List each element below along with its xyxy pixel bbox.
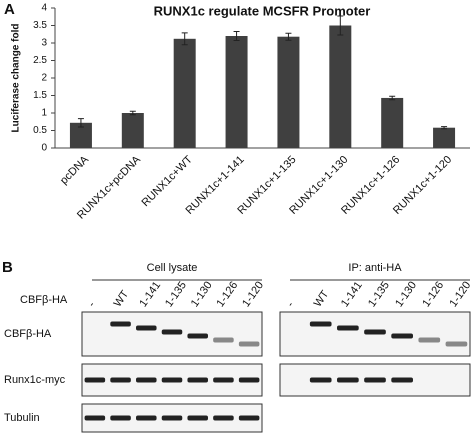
bar <box>69 122 92 148</box>
lane-label: 1-135 <box>366 279 392 309</box>
row-label: Tubulin <box>4 412 40 424</box>
band <box>238 415 260 421</box>
band <box>337 325 359 331</box>
error-bar <box>233 30 240 42</box>
lane-label: WT <box>312 288 332 309</box>
band <box>136 415 157 421</box>
lane-label: 1-130 <box>189 279 215 309</box>
band <box>213 337 234 343</box>
error-bar <box>285 32 292 41</box>
band <box>238 341 260 347</box>
band <box>84 377 106 383</box>
bar <box>329 25 352 148</box>
band <box>309 377 332 383</box>
band <box>213 377 234 383</box>
band <box>187 415 208 421</box>
group-title: Cell lysate <box>147 262 198 274</box>
y-tick-label: 0.5 <box>33 125 47 136</box>
row-label: Runx1c-myc <box>4 374 66 386</box>
row-label: CBFβ-HA <box>4 328 52 340</box>
y-tick-label: 0 <box>41 143 47 154</box>
row-label: CBFβ-HA <box>20 294 68 306</box>
band <box>84 415 106 421</box>
y-axis-label: Luciferase change fold <box>11 24 22 133</box>
lane-label: WT <box>112 288 132 309</box>
x-tick-label: pcDNA <box>58 153 92 187</box>
band <box>364 329 386 335</box>
bar <box>121 113 144 148</box>
band <box>391 377 413 383</box>
bar <box>173 38 196 148</box>
x-tick-label: RUNX1c+WT <box>139 153 195 209</box>
band <box>161 377 183 383</box>
band <box>238 377 260 383</box>
lane-label: 1-126 <box>420 279 446 309</box>
band <box>136 325 157 331</box>
bar <box>433 127 456 148</box>
band <box>309 321 332 327</box>
lane-label: 1-120 <box>240 279 266 309</box>
band <box>337 377 359 383</box>
y-tick-label: 2.5 <box>33 55 47 66</box>
bar <box>225 36 248 148</box>
error-bar <box>129 110 136 116</box>
lane-label: 1-141 <box>339 279 365 309</box>
band <box>161 329 183 335</box>
band <box>161 415 183 421</box>
error-bar <box>77 118 84 128</box>
band <box>213 415 234 421</box>
panel-label: B <box>2 259 13 276</box>
band <box>110 377 131 383</box>
band <box>110 321 131 327</box>
band <box>445 341 468 347</box>
y-tick-label: 1.5 <box>33 90 47 101</box>
error-bar <box>389 95 396 101</box>
y-tick-label: 4 <box>41 3 47 14</box>
group-title: IP: anti-HA <box>348 262 402 274</box>
band <box>391 333 413 339</box>
band <box>136 377 157 383</box>
lane-label: - <box>86 299 98 309</box>
y-tick-label: 3.5 <box>33 20 47 31</box>
y-tick-label: 1 <box>41 108 47 119</box>
band <box>187 377 208 383</box>
lane-label: 1-120 <box>447 279 473 309</box>
lane-label: 1-130 <box>393 279 419 309</box>
band <box>110 415 131 421</box>
lane-label: 1-126 <box>214 279 240 309</box>
panel-label: A <box>4 1 15 18</box>
error-bar <box>181 32 188 46</box>
error-bar <box>337 15 344 36</box>
bar <box>381 97 404 148</box>
error-bar <box>441 126 448 130</box>
lane-label: - <box>285 299 297 309</box>
lane-label: 1-135 <box>163 279 189 309</box>
y-tick-label: 2 <box>41 73 47 84</box>
bar <box>277 36 300 149</box>
band <box>418 337 441 343</box>
lane-label: 1-141 <box>137 279 163 309</box>
band <box>364 377 386 383</box>
chart-title: RUNX1c regulate MCSFR Promoter <box>154 3 371 18</box>
y-tick-label: 3 <box>41 38 47 49</box>
band <box>187 333 208 339</box>
